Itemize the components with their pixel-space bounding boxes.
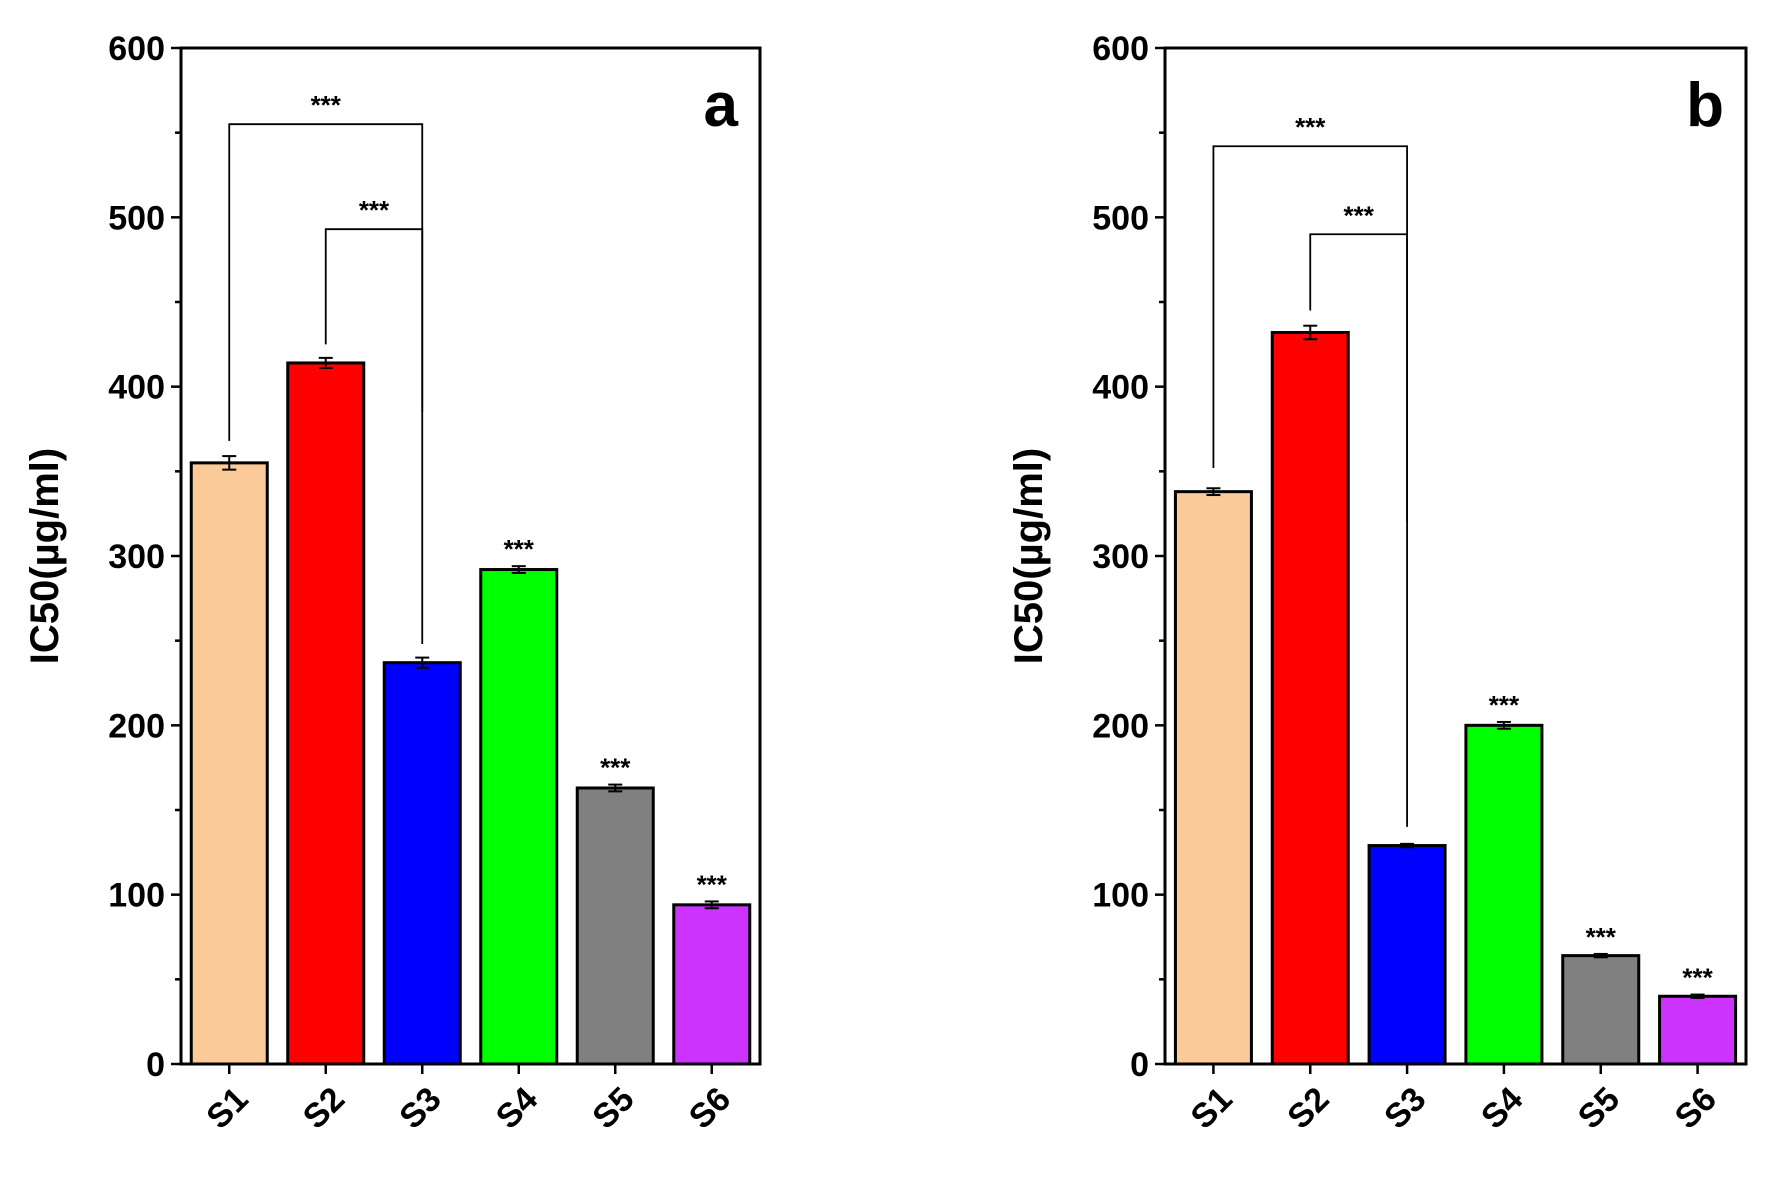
panel-a: 0 100 200 300 400 500 600 IC50(µg/ml) a S1 S2 S3 S4 *…	[23, 30, 762, 1136]
x-tick-label: S1	[1183, 1080, 1239, 1136]
bracket-significance: ***	[1343, 200, 1374, 230]
x-tick-label: S2	[296, 1080, 352, 1136]
bracket-significance: ***	[311, 90, 342, 120]
x-tick-label: S6	[682, 1080, 738, 1136]
y-tick-label: 400	[108, 369, 165, 407]
y-axis-label: IC50(µg/ml)	[1007, 448, 1051, 664]
x-tick-label: S3	[1377, 1080, 1433, 1136]
bar-S6	[672, 903, 752, 1066]
bar-S2	[286, 361, 366, 1066]
x-tick-label: S2	[1280, 1080, 1336, 1136]
y-tick-label: 300	[108, 538, 165, 576]
panel-label: a	[704, 71, 739, 140]
y-tick-label: 200	[1092, 707, 1149, 745]
bar-S3	[1367, 844, 1447, 1066]
y-tick-label: 400	[1092, 369, 1149, 407]
y-tick-label: 600	[108, 30, 165, 68]
y-tick-label: 100	[1092, 877, 1149, 915]
y-tick-label: 0	[146, 1046, 165, 1084]
bracket-significance: ***	[1295, 112, 1326, 142]
y-tick-label: 600	[1092, 30, 1149, 68]
bar-S2	[1270, 330, 1350, 1066]
bar-S4	[479, 568, 559, 1066]
y-axis-label: IC50(µg/ml)	[23, 448, 67, 664]
significance-marker: ***	[697, 869, 728, 899]
bracket-significance: ***	[359, 195, 390, 225]
y-tick-label: 500	[108, 199, 165, 237]
x-tick-label: S6	[1668, 1080, 1724, 1136]
y-tick-label: 0	[1130, 1046, 1149, 1084]
significance-marker: ***	[1586, 922, 1617, 952]
bar-S5	[575, 786, 655, 1066]
bar-S1	[1173, 490, 1253, 1066]
bar-S5	[1561, 954, 1641, 1066]
comparison-bracket	[1309, 233, 1408, 827]
significance-marker: ***	[1682, 963, 1713, 993]
bar-S6	[1658, 994, 1738, 1066]
bar-S1	[189, 461, 269, 1066]
x-tick-label: S3	[392, 1080, 448, 1136]
y-tick-label: 300	[1092, 538, 1149, 576]
y-tick-label: 100	[108, 877, 165, 915]
x-tick-label: S4	[489, 1080, 545, 1136]
y-tick-label: 200	[108, 707, 165, 745]
significance-marker: ***	[504, 534, 535, 564]
x-tick-label: S5	[585, 1080, 641, 1136]
significance-marker: ***	[1489, 690, 1520, 720]
significance-marker: ***	[600, 753, 631, 783]
x-tick-label: S5	[1571, 1080, 1627, 1136]
y-tick-label: 500	[1092, 199, 1149, 237]
comparison-bracket	[324, 228, 424, 645]
panel-b: 0 100 200 300 400 500 600 IC50(µg/ml) b S1 S2 S3 S4 *…	[1007, 30, 1748, 1136]
x-tick-label: S4	[1474, 1080, 1530, 1136]
bar-S3	[382, 661, 462, 1066]
bar-S4	[1464, 723, 1544, 1066]
x-tick-label: S1	[199, 1080, 255, 1136]
panel-label: b	[1686, 71, 1724, 140]
